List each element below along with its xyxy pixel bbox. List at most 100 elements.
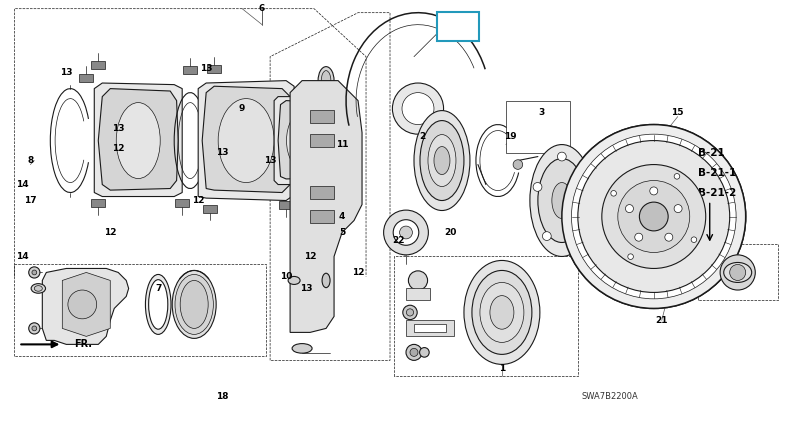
Text: 13: 13	[216, 148, 228, 157]
Circle shape	[410, 348, 418, 357]
Text: 15: 15	[671, 108, 683, 117]
Ellipse shape	[149, 280, 168, 329]
Polygon shape	[183, 66, 198, 74]
Circle shape	[556, 152, 565, 161]
Circle shape	[610, 191, 616, 196]
Polygon shape	[310, 110, 333, 123]
Circle shape	[392, 83, 443, 134]
Text: FR.: FR.	[74, 340, 92, 350]
Polygon shape	[202, 205, 217, 212]
Text: 7: 7	[155, 284, 161, 293]
Polygon shape	[406, 288, 430, 300]
Ellipse shape	[318, 66, 333, 95]
Ellipse shape	[427, 135, 455, 187]
Circle shape	[29, 267, 40, 278]
Text: B-21-2: B-21-2	[697, 187, 735, 198]
Polygon shape	[414, 324, 446, 333]
Ellipse shape	[419, 121, 463, 201]
Circle shape	[625, 205, 633, 212]
Text: 20: 20	[443, 228, 455, 237]
Polygon shape	[175, 199, 190, 207]
Circle shape	[571, 134, 736, 299]
Circle shape	[674, 173, 679, 179]
Polygon shape	[79, 74, 93, 82]
Text: 12: 12	[104, 228, 116, 237]
Text: 21: 21	[654, 316, 667, 325]
Circle shape	[638, 202, 667, 231]
Circle shape	[719, 255, 754, 290]
Circle shape	[561, 125, 744, 309]
Ellipse shape	[434, 146, 450, 174]
Text: 12: 12	[352, 268, 364, 277]
Text: 5: 5	[339, 228, 344, 237]
Polygon shape	[290, 80, 361, 333]
Text: SWA7B2200A: SWA7B2200A	[581, 392, 638, 401]
Text: 2: 2	[418, 132, 425, 141]
Circle shape	[634, 233, 642, 241]
Circle shape	[399, 226, 412, 239]
Ellipse shape	[317, 107, 334, 118]
Ellipse shape	[321, 71, 331, 90]
Ellipse shape	[463, 260, 539, 364]
Text: 11: 11	[336, 140, 348, 149]
Ellipse shape	[145, 274, 171, 334]
Text: 1: 1	[498, 364, 504, 373]
Polygon shape	[202, 86, 291, 193]
Ellipse shape	[537, 159, 585, 243]
Text: 16: 16	[450, 22, 464, 32]
Text: 13: 13	[200, 64, 212, 73]
Polygon shape	[310, 210, 333, 223]
Text: 12: 12	[192, 196, 204, 205]
Ellipse shape	[551, 183, 571, 218]
Polygon shape	[94, 83, 182, 197]
Circle shape	[627, 254, 633, 260]
Circle shape	[577, 141, 729, 292]
Text: 14: 14	[16, 252, 29, 261]
Text: 10: 10	[279, 272, 292, 281]
Ellipse shape	[489, 296, 513, 329]
Text: 4: 4	[338, 212, 344, 221]
Circle shape	[691, 237, 696, 243]
Ellipse shape	[291, 343, 312, 353]
Polygon shape	[279, 201, 293, 208]
Text: 8: 8	[27, 156, 34, 165]
Circle shape	[402, 305, 417, 319]
Polygon shape	[406, 320, 454, 336]
Polygon shape	[505, 101, 569, 153]
Ellipse shape	[35, 286, 43, 291]
Text: 13: 13	[300, 284, 312, 293]
Text: 12: 12	[112, 144, 124, 153]
Circle shape	[408, 271, 427, 290]
Text: 9: 9	[238, 104, 245, 113]
Circle shape	[419, 347, 429, 357]
Ellipse shape	[287, 277, 300, 284]
Polygon shape	[62, 272, 110, 336]
Circle shape	[393, 220, 418, 245]
FancyBboxPatch shape	[437, 12, 478, 42]
Circle shape	[32, 270, 37, 275]
Text: 3: 3	[538, 108, 544, 117]
Circle shape	[406, 309, 413, 316]
Text: 12: 12	[304, 252, 316, 261]
Polygon shape	[206, 65, 221, 73]
Ellipse shape	[31, 284, 46, 293]
Ellipse shape	[116, 103, 160, 179]
Text: 13: 13	[263, 156, 276, 165]
Polygon shape	[310, 186, 333, 199]
Text: 6: 6	[259, 4, 265, 13]
Ellipse shape	[529, 145, 593, 257]
Text: 18: 18	[216, 392, 228, 401]
Circle shape	[617, 180, 689, 253]
Polygon shape	[98, 89, 178, 190]
Circle shape	[542, 232, 551, 240]
Circle shape	[67, 290, 96, 319]
Ellipse shape	[479, 282, 524, 342]
Polygon shape	[91, 61, 105, 69]
Circle shape	[649, 187, 657, 195]
Circle shape	[383, 210, 428, 255]
Polygon shape	[91, 199, 105, 207]
Circle shape	[532, 183, 541, 191]
Text: 13: 13	[60, 68, 72, 77]
Circle shape	[572, 232, 581, 240]
Circle shape	[512, 160, 522, 170]
